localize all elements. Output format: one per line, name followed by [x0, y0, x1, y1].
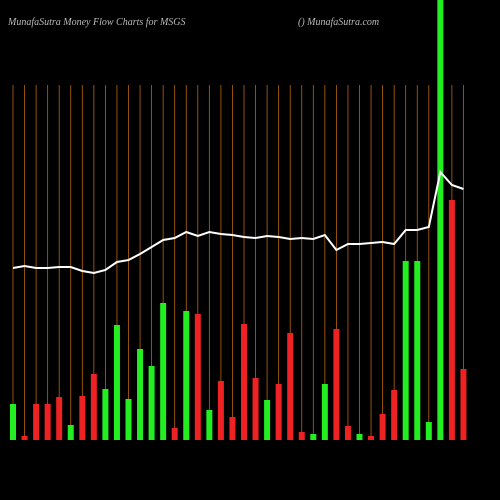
- bar: [379, 414, 386, 440]
- money-flow-line: [12, 169, 464, 275]
- bar: [137, 349, 144, 440]
- bar: [287, 333, 294, 440]
- bar: [183, 311, 190, 440]
- bar: [275, 384, 282, 440]
- bar: [425, 422, 432, 440]
- bar: [125, 399, 132, 440]
- bar: [148, 366, 155, 440]
- bar: [241, 324, 247, 440]
- bar: [298, 432, 305, 440]
- bar: [44, 404, 51, 440]
- bar: [33, 404, 40, 440]
- bar: [56, 397, 63, 440]
- bar: [252, 378, 259, 440]
- bar: [437, 0, 444, 440]
- chart-subtitle: () MunafaSutra.com: [298, 17, 379, 28]
- bar: [160, 303, 167, 440]
- bar: [229, 417, 236, 440]
- bar: [391, 390, 398, 440]
- bar: [206, 410, 213, 440]
- bar: [460, 369, 467, 440]
- bar: [402, 261, 409, 440]
- bar: [448, 200, 455, 440]
- bar: [113, 325, 120, 440]
- bar: [21, 436, 28, 440]
- chart-title: MunafaSutra Money Flow Charts for MSGS: [7, 17, 186, 28]
- bar: [333, 329, 340, 440]
- bar: [356, 434, 363, 440]
- bar: [10, 404, 16, 440]
- bar: [67, 425, 74, 440]
- bar: [90, 374, 97, 440]
- bar: [264, 400, 271, 440]
- bar: [321, 384, 328, 440]
- bar: [194, 314, 201, 440]
- bar: [171, 428, 178, 440]
- bar: [102, 389, 109, 440]
- bar: [344, 426, 351, 440]
- bar: [368, 436, 375, 440]
- bar: [414, 261, 421, 440]
- bar: [217, 381, 224, 440]
- bar: [310, 434, 317, 440]
- bar: [79, 396, 86, 440]
